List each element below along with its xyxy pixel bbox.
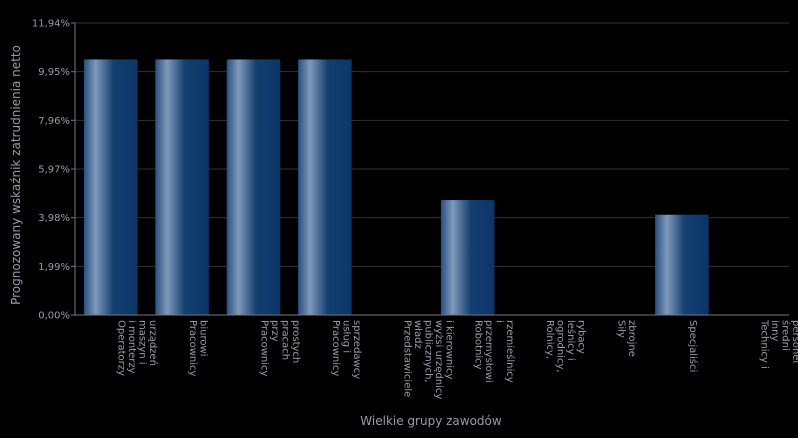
axes xyxy=(74,23,789,316)
x-category-label-line: wyżsi urzędnicy xyxy=(433,320,444,399)
bar xyxy=(155,59,209,316)
x-category-label-line: rzemieślnicy xyxy=(504,320,516,383)
x-category-label: Specjaliści xyxy=(687,320,699,372)
x-category-label-line: i xyxy=(494,320,505,323)
y-tick-labels: 0,00% 1,99% 3,98% 5,97% 7,96% 9,95% 11,94% xyxy=(32,19,70,322)
x-category-label-line: prostych xyxy=(290,320,301,363)
x-category-label-line: Pracownicy xyxy=(259,320,270,377)
x-category-label-line: i kierownicy xyxy=(443,320,454,379)
x-category-label-line: Pracownicy xyxy=(187,320,198,377)
x-category-label-line: zbrojne xyxy=(626,320,637,357)
bar xyxy=(440,200,495,315)
bars xyxy=(83,59,709,316)
x-category-label: Przedstawiciele władz publicznych, wyżsi ur… xyxy=(401,320,454,399)
x-category-label-line: przemysłowi xyxy=(483,320,494,383)
x-category-label: Technicy i inny średni personel xyxy=(758,319,798,369)
x-category-label: Siły zbrojne xyxy=(616,320,638,357)
y-tick-label: 7,96% xyxy=(38,116,70,127)
x-category-label-line: leśnicy i xyxy=(565,320,577,361)
x-category-label-line: rybacy xyxy=(576,320,587,354)
x-category-label-line: inny xyxy=(769,320,780,341)
y-tick-label: 5,97% xyxy=(38,165,70,176)
bar xyxy=(298,59,352,316)
x-category-label-line: Specjaliści xyxy=(687,320,699,372)
x-category-labels: Operatorzy i monterzy maszyn i urządzeń Prac… xyxy=(116,319,798,399)
x-category-label-line: Robotnicy xyxy=(473,320,484,370)
x-category-label-line: władz xyxy=(412,320,423,349)
bar xyxy=(83,59,138,316)
x-axis-title: Wielkie grupy zawodów xyxy=(360,414,502,428)
x-category-label-line: ogrodnicy, xyxy=(555,320,566,373)
x-category-label-line: usług i xyxy=(340,320,351,353)
x-category-label-line: maszyn i xyxy=(137,320,148,365)
x-category-label: Operatorzy i monterzy maszyn i urządzeń xyxy=(116,320,160,376)
bar xyxy=(655,214,709,315)
bar xyxy=(226,59,281,316)
x-category-label-line: pracach xyxy=(280,320,291,360)
x-category-label-line: Przedstawiciele xyxy=(401,320,412,397)
x-category-label-line: urządzeń xyxy=(147,320,159,366)
x-category-label-line: biurowi xyxy=(198,320,209,356)
x-category-label-line: Siły xyxy=(616,320,627,338)
x-category-label: Rolnicy, ogrodnicy, leśnicy i rybacy xyxy=(544,320,587,373)
x-category-label-line: publicznych, xyxy=(422,320,433,383)
y-tick-label: 11,94% xyxy=(32,19,70,30)
x-category-label: Pracownicy biurowi xyxy=(187,320,209,377)
x-category-label: Pracownicy przy pracach prostych xyxy=(259,320,302,377)
x-category-label-line: przy xyxy=(269,320,280,342)
y-tick-label: 1,99% xyxy=(38,262,70,273)
x-category-label: Pracownicy usług i sprzedawcy xyxy=(330,320,362,379)
x-category-label: Robotnicy przemysłowi i rzemieślnicy xyxy=(473,320,517,383)
y-tick-label: 9,95% xyxy=(38,67,70,78)
x-category-label-line: personel xyxy=(790,320,798,363)
x-category-label-line: i monterzy xyxy=(126,320,137,374)
x-category-label-line: Technicy i xyxy=(758,319,769,369)
x-category-label-line: Operatorzy xyxy=(116,320,127,376)
x-category-label-line: Pracownicy xyxy=(330,320,341,377)
x-category-label-line: średni xyxy=(779,320,791,351)
y-axis-title: Prognozowany wskaźnik zatrudnienia netto xyxy=(9,45,23,305)
x-category-label-line: Rolnicy, xyxy=(544,320,555,359)
y-tick-label: 0,00% xyxy=(38,311,70,322)
x-category-label-line: sprzedawcy xyxy=(351,320,362,379)
y-tick-label: 3,98% xyxy=(38,213,70,224)
